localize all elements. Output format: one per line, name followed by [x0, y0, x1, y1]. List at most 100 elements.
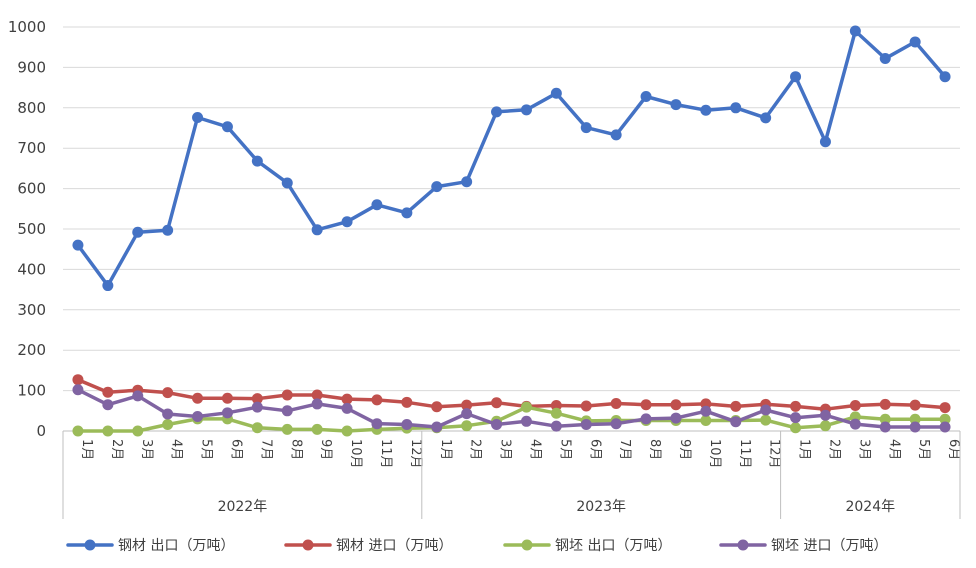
series-line — [76, 405, 947, 433]
data-point — [760, 404, 772, 416]
legend-label: 钢材 进口（万吨） — [336, 538, 452, 554]
data-point — [491, 397, 503, 409]
data-point — [670, 399, 682, 411]
data-point — [132, 226, 144, 238]
x-tick-label: 2月 — [109, 439, 124, 460]
x-tick-label: 10月 — [348, 439, 363, 469]
x-tick-label: 5月 — [199, 439, 214, 460]
data-point — [341, 216, 353, 228]
data-point — [461, 399, 473, 411]
data-point — [491, 106, 503, 118]
y-tick-label: 400 — [17, 260, 46, 278]
legend-label: 钢坯 进口（万吨） — [771, 538, 887, 554]
data-point — [790, 71, 802, 83]
data-point — [939, 71, 951, 83]
x-tick-label: 12月 — [408, 439, 423, 469]
series-2 — [72, 374, 951, 415]
x-tick-label: 10月 — [707, 439, 722, 469]
data-point — [640, 413, 652, 425]
y-tick-label: 600 — [17, 180, 46, 198]
x-tick-label: 6月 — [587, 439, 602, 460]
data-point — [72, 425, 84, 437]
data-point — [281, 389, 293, 401]
data-point — [909, 399, 921, 411]
data-point — [939, 402, 951, 414]
x-tick-label: 3月 — [498, 439, 513, 460]
x-tick-label: 4月 — [169, 439, 184, 460]
data-point — [760, 112, 772, 124]
data-point — [670, 412, 682, 424]
legend-item: 钢坯 进口（万吨） — [719, 538, 887, 554]
data-point — [72, 374, 84, 386]
x-tick-label: 1月 — [438, 439, 453, 460]
data-point — [281, 177, 293, 189]
data-point — [192, 111, 204, 123]
data-point — [700, 104, 712, 116]
data-point — [192, 410, 204, 422]
legend-item: 钢材 出口（万吨） — [66, 538, 234, 554]
data-point — [192, 392, 204, 404]
data-point — [819, 420, 831, 432]
data-point — [819, 409, 831, 421]
y-tick-label: 100 — [17, 382, 46, 400]
legend-item: 钢材 进口（万吨） — [284, 538, 452, 554]
data-point — [909, 413, 921, 425]
y-tick-label: 800 — [17, 99, 46, 117]
series-4 — [72, 384, 951, 433]
data-point — [431, 421, 443, 433]
data-point — [162, 387, 174, 399]
data-point — [550, 407, 562, 419]
data-point — [730, 102, 742, 114]
x-tick-label: 1月 — [79, 439, 94, 460]
data-point — [610, 398, 622, 410]
x-tick-label: 5月 — [557, 439, 572, 460]
data-point — [221, 407, 233, 419]
x-tick-label: 2月 — [468, 439, 483, 460]
data-point — [520, 401, 532, 413]
data-point — [461, 408, 473, 420]
data-point — [700, 414, 712, 426]
data-point — [371, 418, 383, 430]
legend-label: 钢材 出口（万吨） — [118, 538, 234, 554]
data-point — [580, 419, 592, 431]
data-point — [610, 129, 622, 141]
data-point — [311, 398, 323, 410]
x-tick-label: 9月 — [318, 439, 333, 460]
data-point — [580, 122, 592, 134]
series-3 — [72, 401, 951, 437]
x-tick-label: 3月 — [856, 439, 871, 460]
y-tick-label: 900 — [17, 58, 46, 76]
legend-label: 钢坯 出口（万吨） — [555, 538, 671, 554]
data-point — [520, 415, 532, 427]
data-point — [251, 155, 263, 167]
data-point — [909, 421, 921, 433]
x-group-label: 2022年 — [218, 499, 268, 515]
x-tick-label: 8月 — [647, 439, 662, 460]
data-point — [102, 425, 114, 437]
series-line — [76, 29, 947, 288]
data-point — [461, 176, 473, 188]
data-point — [401, 207, 413, 219]
series-line — [76, 377, 947, 411]
x-group-label: 2023年 — [576, 499, 626, 515]
data-point — [909, 36, 921, 48]
legend-marker — [521, 539, 533, 551]
x-tick-label: 8月 — [288, 439, 303, 460]
data-point — [251, 422, 263, 434]
data-point — [610, 418, 622, 430]
data-point — [162, 224, 174, 236]
data-point — [550, 87, 562, 99]
data-point — [72, 384, 84, 396]
series-group — [72, 25, 951, 437]
data-point — [790, 422, 802, 434]
data-point — [730, 400, 742, 412]
data-point — [790, 412, 802, 424]
data-point — [341, 393, 353, 405]
legend-marker — [737, 539, 749, 551]
data-point — [401, 419, 413, 431]
data-point — [700, 405, 712, 417]
data-point — [311, 389, 323, 401]
data-point — [790, 400, 802, 412]
data-point — [550, 400, 562, 412]
